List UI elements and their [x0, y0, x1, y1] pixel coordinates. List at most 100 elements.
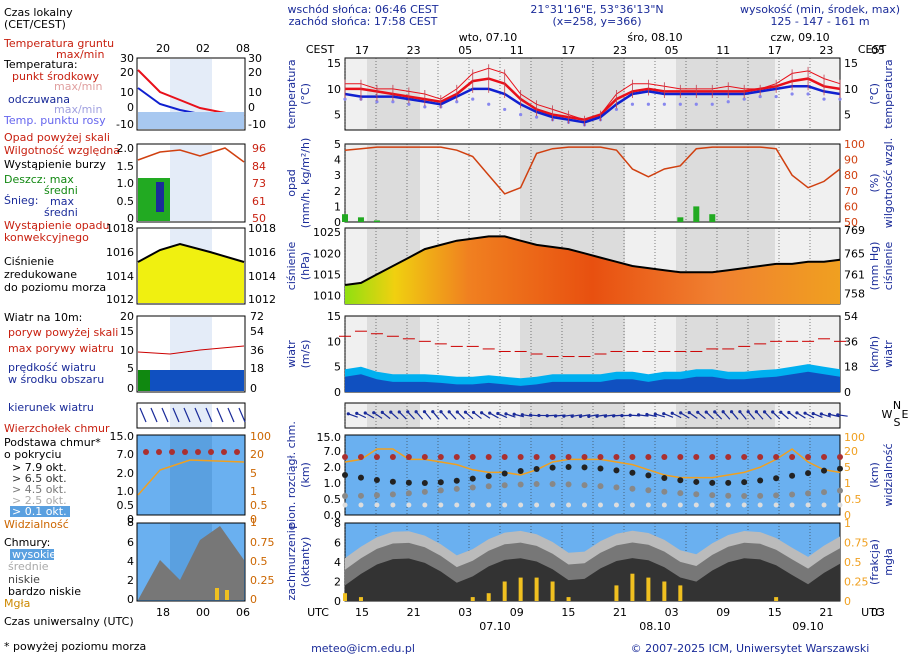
- cloud-base-dot: [805, 490, 812, 497]
- hour-bottom-label: 03: [458, 606, 472, 619]
- pressure-tick-right: 761: [844, 268, 865, 281]
- pressure-line: [344, 235, 841, 286]
- humidity-tick-right: 50: [844, 216, 858, 229]
- mini-tick: 0: [127, 513, 134, 526]
- wind-arrow-head: [570, 414, 574, 418]
- precip-bar: [709, 214, 716, 222]
- wind-arrow-head: [636, 413, 641, 417]
- wind-arrow-head: [439, 410, 443, 414]
- legend-label: wysokie: [12, 548, 56, 561]
- legend-label: > 4.5 okt.: [12, 483, 67, 496]
- axis-title-left: ciśnienie: [285, 242, 298, 291]
- mini-tick: 73: [252, 177, 266, 190]
- fog-bar: [630, 573, 635, 601]
- wind-arrow: [456, 411, 465, 420]
- vis-tick-right: 100: [844, 431, 865, 444]
- wind-arrow-head: [819, 412, 823, 416]
- cloud-base-dot: [501, 482, 508, 489]
- dew-point-dot: [423, 105, 427, 109]
- dew-point-dot: [519, 112, 523, 117]
- cloud-top-dot: [597, 454, 604, 460]
- wind-arrow: [714, 411, 723, 420]
- wind-arrow: [663, 413, 674, 418]
- panel-5: [344, 434, 841, 516]
- hour-bottom-label: 09: [716, 606, 730, 619]
- cloud-base-dot: [405, 479, 412, 486]
- cloud-base-dot: [597, 502, 603, 508]
- mini-snow: [156, 182, 164, 212]
- hour-top-label: 11: [716, 44, 730, 57]
- wind-arrow-head: [504, 412, 508, 416]
- cloud-base-dot: [709, 479, 716, 486]
- legend-label: Wiatr na 10m:: [4, 311, 82, 324]
- axis-title-left-unit: (hPa): [299, 252, 312, 280]
- wind-arrow-head: [803, 411, 807, 415]
- fog-tick-right: 0.25: [844, 576, 869, 589]
- mini-tick: 96: [252, 142, 266, 155]
- legend-label: max: [50, 195, 74, 208]
- dew-point-dot: [790, 92, 794, 96]
- legend-label: Temperatura gruntu: [3, 37, 114, 50]
- day-bottom-label: 09.10: [792, 620, 824, 633]
- hour-bottom-label: 15: [768, 606, 782, 619]
- cloud-base-dot: [805, 502, 811, 508]
- wind-arrow-head: [612, 414, 616, 418]
- mini-clouds: [138, 526, 244, 600]
- wind-arrow-head: [496, 411, 500, 416]
- cloud-base-dot: [677, 490, 684, 497]
- axis-title-right-unit: (mm Hg): [868, 242, 881, 291]
- mini-tick: 0.5: [117, 195, 135, 208]
- mini-wind-arrow: [216, 407, 224, 423]
- temp-series-line: [344, 85, 841, 124]
- axis-title-left: wiatr: [285, 340, 298, 368]
- cloud-base-dot: [374, 502, 380, 508]
- day-bottom-label: 08.10: [639, 620, 671, 633]
- mini-tick: -10: [116, 118, 134, 131]
- mini-dew-area: [138, 112, 244, 129]
- hour-bottom-label: 15: [561, 606, 575, 619]
- wind-arrow-head: [553, 414, 558, 418]
- legend-label: Podstawa chmur*: [4, 436, 101, 449]
- legend-label: o pokryciu: [4, 448, 61, 461]
- cloud-base-dot: [661, 474, 668, 481]
- mini-wind-arrow: [183, 407, 191, 423]
- cloud-base-dot: [437, 479, 444, 486]
- legend-label: Wilgotność względna: [4, 144, 120, 157]
- footer-copyright: © 2007-2025 ICM, Uniwersytet Warszawski: [631, 642, 870, 655]
- legend-label: zredukowane: [4, 268, 77, 281]
- wind-arrow: [465, 411, 474, 420]
- cloud-base-dot: [501, 470, 508, 477]
- wind-arrow-head: [795, 411, 799, 415]
- dew-point-dot: [630, 102, 635, 106]
- fog-tick-right: 0.5: [844, 556, 862, 569]
- mini-tick: -10: [248, 118, 266, 131]
- day-bottom-label: 07.10: [479, 620, 511, 633]
- tz-left: CEST: [306, 43, 335, 56]
- fog-bar: [502, 581, 507, 601]
- axis-title-right: mgła: [882, 548, 895, 576]
- mini-tick: 1.5: [117, 160, 135, 173]
- mini-tick: 10: [248, 86, 262, 99]
- axis-title-right-unit: (frakcja): [868, 539, 881, 585]
- legend-label: Ciśnienie: [4, 255, 54, 268]
- mini-wind-arrow: [161, 407, 169, 423]
- mini-tick: 2: [127, 574, 134, 587]
- hour-bottom-label: 21: [613, 606, 627, 619]
- wind-arrow: [764, 411, 772, 420]
- fog-bar: [614, 585, 619, 601]
- legend-label: kierunek wiatru: [8, 401, 94, 414]
- mini-pressure-line: [137, 242, 245, 263]
- mini-tick: 1012: [248, 293, 276, 306]
- mini-tick: 100: [250, 430, 271, 443]
- cloud-base-dot: [597, 465, 604, 472]
- wind-arrow: [796, 412, 806, 419]
- cloud-top-dot: [549, 454, 556, 460]
- hour-bottom-label: 03: [665, 606, 679, 619]
- cloud-base-dot: [358, 502, 364, 508]
- cloud-base-dot: [709, 492, 716, 499]
- mini-tick: 0: [250, 513, 257, 526]
- humidity-tick-right: 60: [844, 200, 858, 213]
- cloud-top-dot: [693, 454, 700, 460]
- wind-arrow-head: [389, 410, 393, 414]
